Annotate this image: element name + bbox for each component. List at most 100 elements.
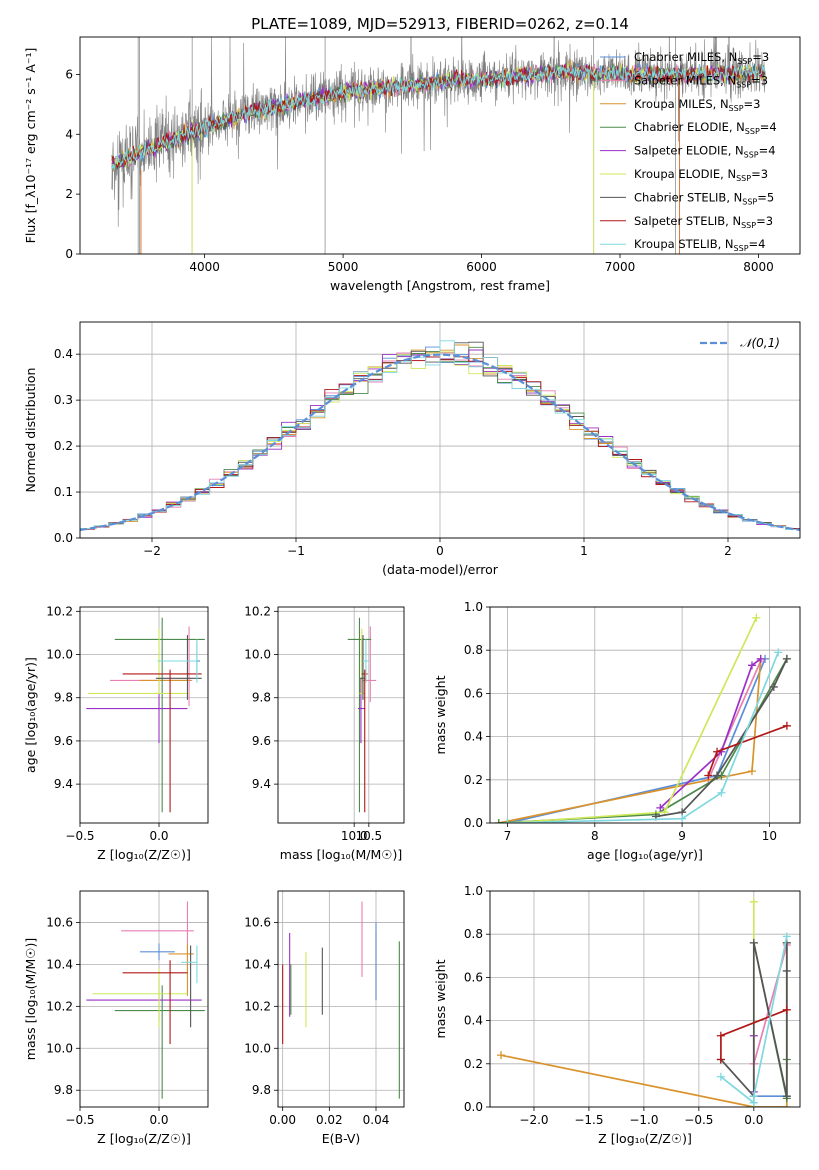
y-tick-label: 10.2	[244, 604, 271, 618]
x-tick-label: 7000	[605, 260, 636, 274]
legend-sub: SSP	[742, 197, 757, 206]
x-axis-label: wavelength [Angstrom, rest frame]	[330, 278, 550, 293]
axes-frame	[79, 36, 801, 255]
y-tick-label: 9.6	[252, 734, 271, 748]
plus-marker	[494, 819, 503, 823]
axes-frame	[79, 321, 801, 539]
plus-marker	[678, 814, 687, 823]
y-axis-label: mass weight	[433, 959, 448, 1038]
x-tick-label: 10	[762, 829, 777, 843]
y-tick-label: 0	[65, 247, 73, 261]
age_vs_Z-plot	[86, 617, 205, 813]
y-tick-label: 0.0	[464, 1100, 483, 1114]
y-tick-label: 0.6	[464, 970, 483, 984]
plus-marker	[717, 788, 726, 797]
x-axis-label: mass [log₁₀(M/M☉)]	[280, 847, 402, 862]
plus-marker	[716, 1031, 725, 1040]
x-tick-label: 0.02	[316, 1113, 343, 1127]
y-axis-label: age [log₁₀(age/yr)]	[23, 657, 38, 773]
legend-tail: =3	[752, 50, 769, 64]
y-tick-label: 10.0	[244, 648, 271, 662]
legend-tail: =4	[760, 120, 777, 134]
x-tick-label: 8000	[743, 260, 774, 274]
legend-label: Salpeter STELIB, NSSP=3	[634, 214, 773, 230]
x-tick-label: 0	[436, 544, 444, 558]
legend-name: Salpeter STELIB, N	[634, 214, 741, 228]
y-tick-label: 4	[65, 127, 73, 141]
weight_vs_age-plot	[494, 613, 791, 823]
plus-marker	[713, 771, 722, 780]
y-tick-label: 10.2	[46, 604, 73, 618]
normal-curve	[80, 353, 800, 531]
x-tick-label: 0.00	[269, 1113, 296, 1127]
plus-marker	[752, 613, 761, 622]
plus-marker	[782, 932, 791, 941]
spectrum-axes: 4000 5000 6000 7000 8000 0 2 4 6 wavelength [Angs…	[23, 48, 774, 293]
legend-sub: SSP	[736, 80, 751, 89]
y-tick-label: 1.0	[464, 884, 483, 898]
plus-marker	[782, 1092, 791, 1101]
x-tick-label: −1.0	[629, 1113, 658, 1127]
legend-label: Salpeter ELODIE, NSSP=4	[634, 144, 776, 160]
y-tick-label: 0.2	[54, 439, 73, 453]
x-axis-label: (data-model)/error	[382, 562, 499, 577]
legend-sub: SSP	[736, 174, 751, 183]
plus-marker	[716, 1055, 725, 1064]
age_vs_mass-plot	[347, 617, 377, 813]
weight-line-chabrier-miles	[507, 658, 766, 823]
plus-marker	[782, 1103, 791, 1107]
plus-marker	[747, 661, 756, 670]
legend-sub: SSP	[737, 57, 752, 66]
legend-tail: =3	[751, 167, 768, 181]
spectrum-plot	[111, 37, 766, 254]
y-tick-label: 9.8	[252, 691, 271, 705]
axes-frame	[79, 606, 209, 824]
plus-marker	[756, 654, 765, 663]
weight_vs_Z-plot	[496, 897, 791, 1107]
legend-label: Kroupa MILES, NSSP=3	[634, 97, 760, 113]
y-tick-label: 9.8	[54, 691, 73, 705]
x-tick-label: −0.5	[65, 1113, 94, 1127]
y-tick-label: 0.0	[464, 816, 483, 830]
weight-line-salpeter-elodie	[659, 658, 762, 809]
y-axis-label: mass weight	[433, 675, 448, 754]
x-axis-label: Z [log₁₀(Z/Z☉)]	[97, 1131, 191, 1146]
y-tick-label: 10.6	[46, 915, 73, 929]
x-tick-label: 6000	[466, 260, 497, 274]
plus-marker	[782, 721, 791, 730]
x-tick-label: −2	[143, 544, 161, 558]
age_vs_Z-axes: −0.5 0.0 9.4 9.6 9.8 10.0 10.2 Z [log₁₀(Z/Z☉)] a…	[23, 604, 208, 862]
plus-marker	[496, 1051, 505, 1060]
mass_vs_Z-plot	[86, 901, 205, 1099]
legend-label: 𝒩(0,1)	[740, 336, 780, 350]
legend-label: Chabrier ELODIE, NSSP=4	[634, 120, 777, 136]
y-tick-label: 0.4	[464, 730, 483, 744]
legend-label: Kroupa ELODIE, NSSP=3	[634, 167, 768, 183]
legend-tail: =4	[749, 237, 766, 251]
weight-line-salpeter-miles	[707, 660, 762, 781]
legend-name: Salpeter MILES, N	[634, 73, 736, 87]
x-tick-label: 8	[591, 829, 599, 843]
y-tick-label: 9.8	[252, 1083, 271, 1097]
plus-marker	[704, 771, 713, 780]
legend-name: Salpeter ELODIE, N	[634, 144, 744, 158]
model-line-kroupa-stelib	[111, 63, 766, 170]
plus-marker	[749, 938, 758, 947]
legend-name: Chabrier MILES, N	[634, 50, 737, 64]
residual-legend: 𝒩(0,1)	[700, 336, 780, 350]
x-tick-label: 2	[724, 544, 732, 558]
legend-name: Kroupa ELODIE, N	[634, 167, 736, 181]
plus-marker	[782, 1005, 791, 1014]
y-tick-label: 10.0	[244, 1041, 271, 1055]
x-tick-label: 0.0	[149, 829, 168, 843]
weight-line-chabrier-elodie	[498, 658, 788, 823]
y-axis-label: mass [log₁₀(M/M☉)]	[23, 938, 38, 1060]
legend-tail: =3	[756, 214, 773, 228]
x-tick-label: −1	[287, 544, 305, 558]
y-tick-label: 1.0	[464, 600, 483, 614]
mass_vs_Z-axes: −0.5 0.0 9.8 10.0 10.2 10.4 10.6 Z [log₁₀(Z/Z☉)…	[23, 891, 208, 1146]
plus-marker	[774, 648, 783, 657]
